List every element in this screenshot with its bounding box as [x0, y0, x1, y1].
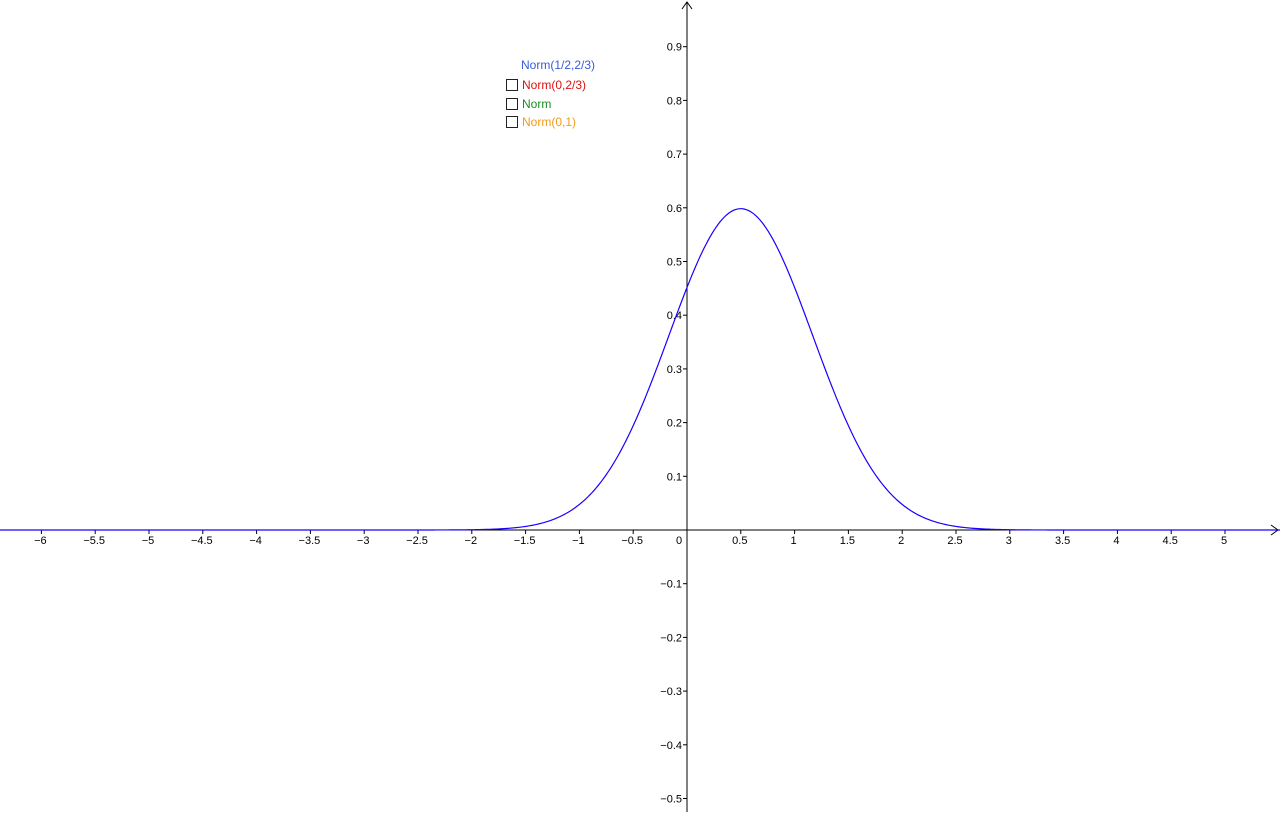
checkbox-norm-0-1[interactable]: Norm(0,1): [506, 114, 576, 130]
x-tick-label: 0.5: [732, 535, 747, 547]
y-tick-label: 0.1: [667, 471, 682, 483]
checkbox-box[interactable]: [506, 98, 518, 110]
x-tick-label: −1.5: [514, 535, 536, 547]
x-tick-label: 1.5: [840, 535, 855, 547]
x-tick-label: 3.5: [1055, 535, 1070, 547]
x-tick-label: −4.5: [191, 535, 213, 547]
x-tick-label: 4: [1113, 535, 1119, 547]
x-tick-label: −3.5: [299, 535, 321, 547]
y-tick-label: 0.7: [667, 149, 682, 161]
y-axis-arrow: [681, 1, 693, 10]
x-tick-label: 1: [791, 535, 797, 547]
checkbox-label: Norm(0,2/3): [522, 78, 587, 92]
y-tick-label: −0.1: [660, 579, 682, 591]
x-axis-ticks: −6 −5.5 −5 −4.5 −4 −3.5 −3 −2.5 −2 −1.5 −1 −0.5 0.5 1…: [34, 530, 1227, 547]
x-tick-label: −3: [357, 535, 370, 547]
x-tick-label: −5.5: [83, 535, 105, 547]
origin-label: 0: [676, 535, 682, 547]
checkbox-norm-0-2-3[interactable]: Norm(0,2/3): [506, 77, 586, 93]
curves: [0, 208, 1280, 531]
legend-title-label: Norm(1/2,2/3): [521, 58, 596, 72]
y-tick-label: 0.8: [667, 95, 682, 107]
x-tick-label: −4: [249, 535, 262, 547]
y-tick-label: 0.3: [667, 364, 682, 376]
y-tick-label: −0.5: [660, 794, 682, 806]
x-tick-label: 3: [1006, 535, 1012, 547]
x-tick-label: 5: [1221, 535, 1227, 547]
x-tick-label: −6: [34, 535, 47, 547]
x-tick-label: 4.5: [1163, 535, 1178, 547]
checkbox-box[interactable]: [506, 79, 518, 91]
checkbox-box[interactable]: [506, 116, 518, 128]
legend-title: Norm(1/2,2/3): [521, 58, 595, 72]
y-tick-label: 0.2: [667, 418, 682, 430]
y-tick-label: 0.9: [667, 42, 682, 54]
x-tick-label: −0.5: [621, 535, 643, 547]
normal-curve-series: [0, 208, 1280, 531]
x-tick-label: 2: [898, 535, 904, 547]
y-tick-label: −0.4: [660, 740, 682, 752]
x-tick-label: −2: [465, 535, 478, 547]
checkbox-label: Norm(0,1): [522, 115, 577, 129]
x-tick-label: 2.5: [947, 535, 962, 547]
y-tick-label: 0.5: [667, 257, 682, 269]
y-axis-ticks: −0.5 −0.4 −0.3 −0.2 −0.1 0.1 0.2 0.3 0.4 0.5 0.6 0.…: [660, 42, 687, 806]
checkbox-norm[interactable]: Norm: [506, 96, 551, 112]
y-tick-label: 0.6: [667, 203, 682, 215]
x-tick-label: −2.5: [406, 535, 428, 547]
y-tick-label: −0.2: [660, 632, 682, 644]
y-tick-label: −0.3: [660, 686, 682, 698]
checkbox-label: Norm: [522, 97, 552, 111]
y-tick-label: 0.4: [667, 310, 682, 322]
x-tick-label: −5: [142, 535, 155, 547]
x-tick-label: −1: [572, 535, 585, 547]
